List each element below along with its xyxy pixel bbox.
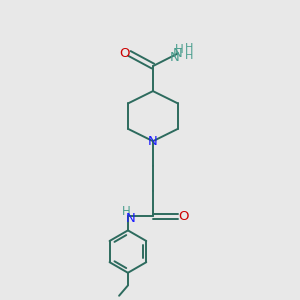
Text: N: N bbox=[173, 47, 183, 60]
Text: O: O bbox=[119, 47, 129, 60]
Text: N: N bbox=[169, 51, 179, 64]
Text: O: O bbox=[178, 210, 188, 223]
Text: H: H bbox=[184, 51, 193, 61]
Text: H: H bbox=[184, 43, 193, 53]
Text: H: H bbox=[122, 205, 131, 218]
Text: N: N bbox=[125, 212, 135, 225]
Text: H: H bbox=[175, 43, 184, 56]
Text: N: N bbox=[148, 135, 158, 148]
